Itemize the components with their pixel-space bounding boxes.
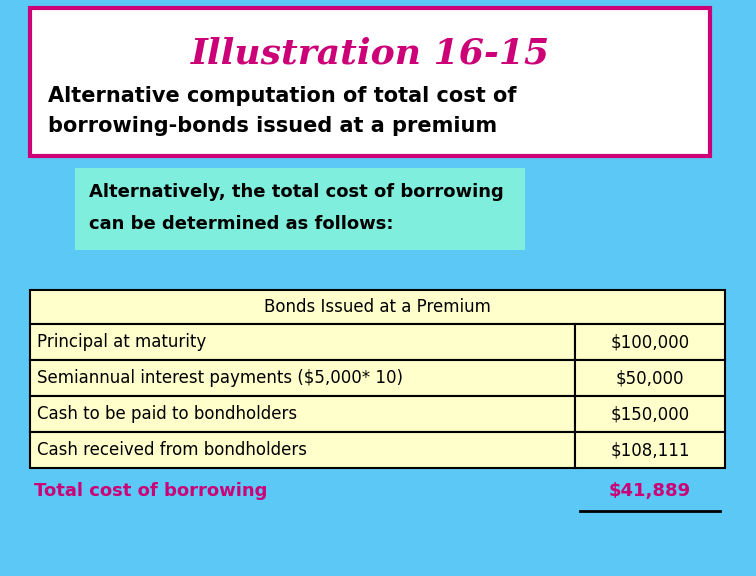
Text: borrowing-bonds issued at a premium: borrowing-bonds issued at a premium (48, 116, 497, 136)
FancyBboxPatch shape (575, 432, 725, 468)
FancyBboxPatch shape (575, 396, 725, 432)
Text: Alternative computation of total cost of: Alternative computation of total cost of (48, 86, 516, 106)
Text: $41,889: $41,889 (609, 482, 691, 500)
FancyBboxPatch shape (30, 290, 725, 324)
Text: Cash received from bondholders: Cash received from bondholders (37, 441, 307, 459)
FancyBboxPatch shape (575, 324, 725, 360)
Text: $150,000: $150,000 (610, 405, 689, 423)
Text: $50,000: $50,000 (615, 369, 684, 387)
Text: Total cost of borrowing: Total cost of borrowing (34, 482, 268, 500)
FancyBboxPatch shape (575, 360, 725, 396)
FancyBboxPatch shape (30, 396, 575, 432)
FancyBboxPatch shape (75, 168, 525, 250)
Text: Bonds Issued at a Premium: Bonds Issued at a Premium (264, 298, 491, 316)
FancyBboxPatch shape (30, 8, 710, 156)
Text: Principal at maturity: Principal at maturity (37, 333, 206, 351)
Text: Semiannual interest payments ($5,000* 10): Semiannual interest payments ($5,000* 10… (37, 369, 403, 387)
Text: $100,000: $100,000 (610, 333, 689, 351)
Text: Cash to be paid to bondholders: Cash to be paid to bondholders (37, 405, 297, 423)
Text: $108,111: $108,111 (610, 441, 689, 459)
FancyBboxPatch shape (30, 324, 575, 360)
Text: Alternatively, the total cost of borrowing: Alternatively, the total cost of borrowi… (89, 183, 503, 201)
Text: can be determined as follows:: can be determined as follows: (89, 215, 394, 233)
FancyBboxPatch shape (30, 360, 575, 396)
Text: Illustration 16-15: Illustration 16-15 (191, 36, 550, 70)
FancyBboxPatch shape (30, 432, 575, 468)
